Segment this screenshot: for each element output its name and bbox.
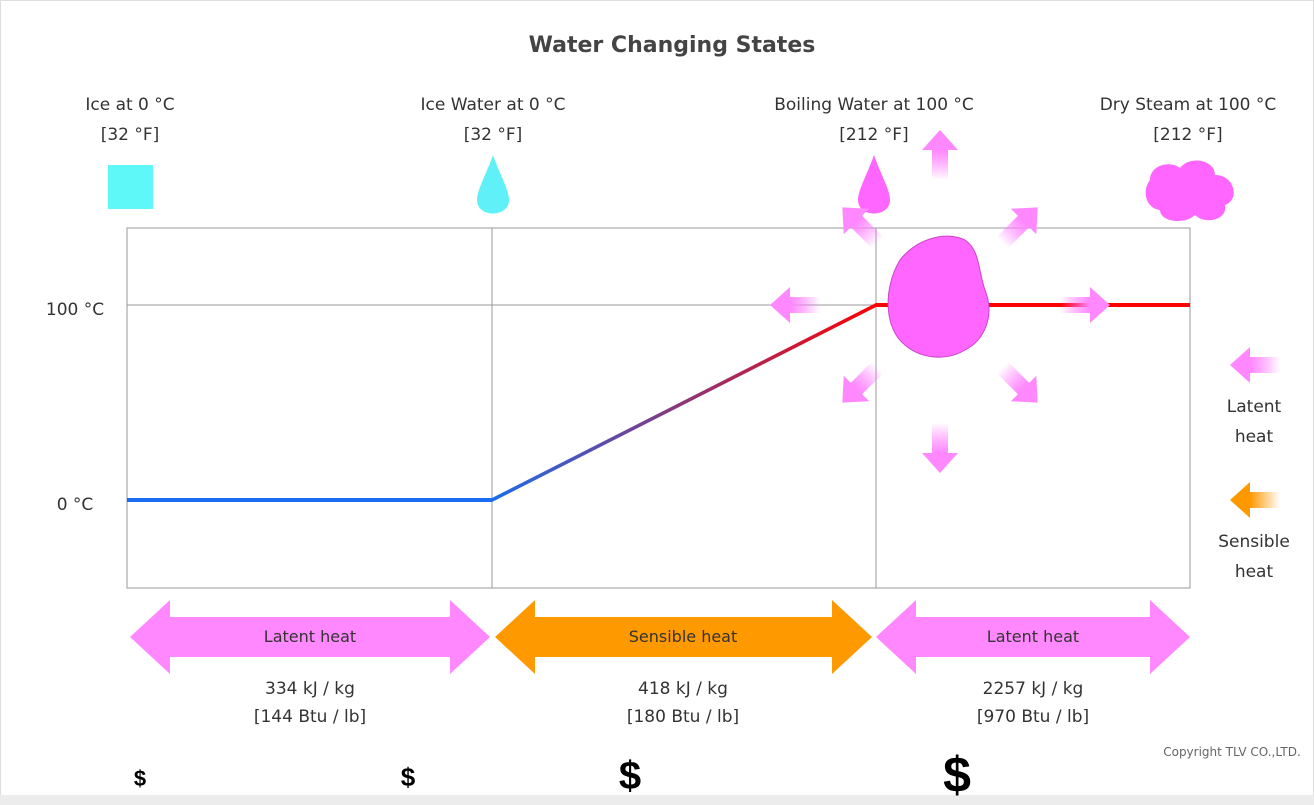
phase-energy-imperial: [970 Btu / lb] (977, 704, 1089, 730)
state-fahrenheit: [32 °F] (101, 122, 160, 148)
legend-sensible-arrow (1230, 482, 1280, 518)
state-name: Ice Water at 0 °C (421, 92, 566, 118)
footer-symbol: $ (619, 763, 641, 789)
state-fahrenheit: [212 °F] (1153, 122, 1222, 148)
legend-label: Sensible heat (1214, 527, 1294, 587)
steam-cloud-icon (1146, 161, 1234, 221)
ice-icon (108, 165, 153, 209)
footer-symbol: $ (401, 764, 415, 790)
footer-strip (0, 795, 1314, 805)
phase-energy-imperial: [180 Btu / lb] (627, 704, 739, 730)
state-fahrenheit: [212 °F] (839, 122, 908, 148)
phase-label: Sensible heat (629, 624, 738, 650)
phase-label: Latent heat (264, 624, 356, 650)
phase-energy: 418 kJ / kg (638, 676, 728, 702)
phase-energy: 334 kJ / kg (265, 676, 355, 702)
plot-box (127, 228, 1190, 588)
state-name: Boiling Water at 100 °C (774, 92, 974, 118)
state-name: Dry Steam at 100 °C (1100, 92, 1277, 118)
copyright: Copyright TLV CO.,LTD. (1163, 739, 1301, 765)
legend-label: Latent heat (1214, 392, 1294, 452)
axis-label: 100 °C (46, 297, 104, 323)
state-fahrenheit: [32 °F] (464, 122, 523, 148)
axis-label: 0 °C (57, 492, 94, 518)
water-drop-icon (477, 155, 509, 214)
title: Water Changing States (529, 33, 816, 59)
phase-energy-imperial: [144 Btu / lb] (254, 704, 366, 730)
phase-label: Latent heat (987, 624, 1079, 650)
legend-latent-arrow (1230, 347, 1280, 383)
page: Water Changing States Ice at 0 °C [32 °F… (0, 0, 1314, 805)
state-name: Ice at 0 °C (85, 92, 174, 118)
footer-symbol: $ (134, 766, 146, 792)
footer-symbol: $ (943, 762, 971, 788)
phase-energy: 2257 kJ / kg (983, 676, 1084, 702)
boiling-drop-icon (858, 155, 890, 214)
